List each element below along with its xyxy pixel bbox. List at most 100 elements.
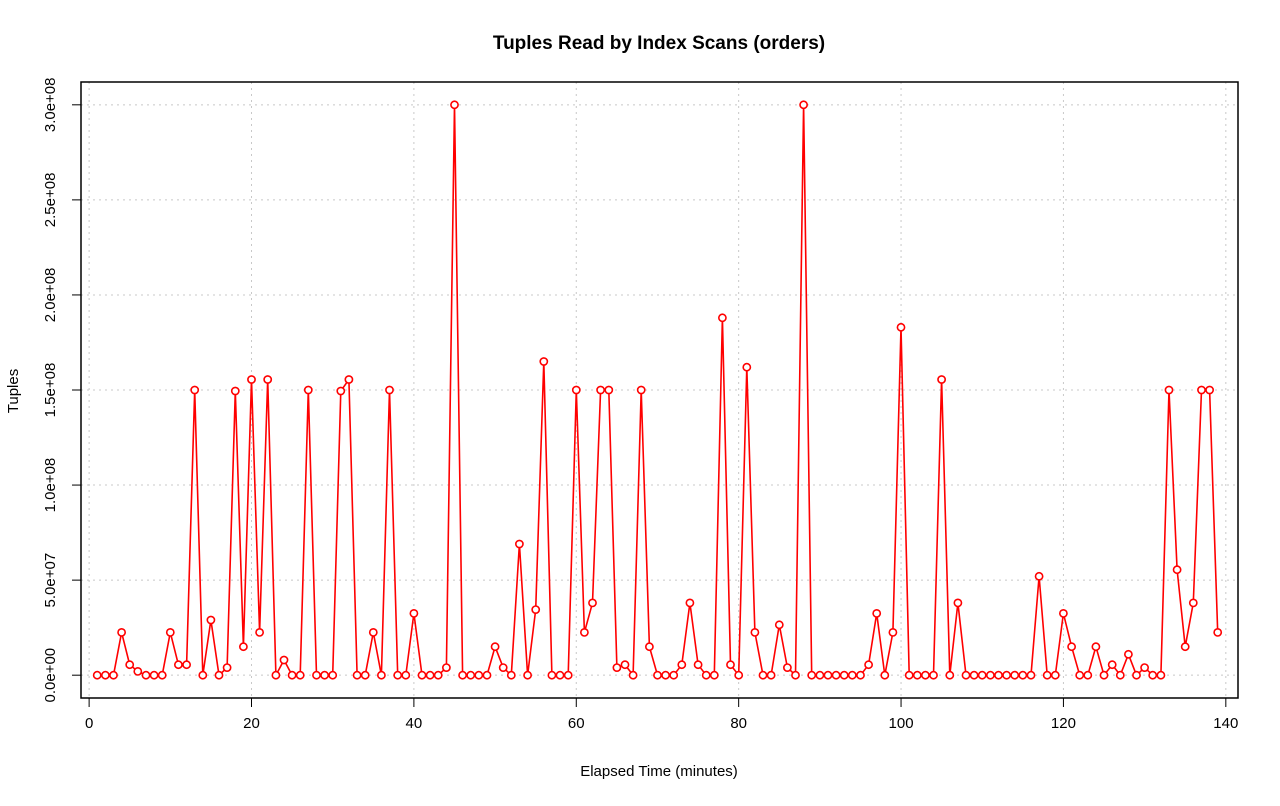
- data-point: [1107, 660, 1117, 670]
- data-point: [986, 670, 995, 680]
- data-point: [547, 670, 557, 680]
- data-point: [1059, 609, 1068, 618]
- data-point: [791, 670, 800, 680]
- data-point: [783, 663, 792, 672]
- data-point: [977, 670, 987, 680]
- data-point: [588, 598, 597, 608]
- data-point: [230, 386, 240, 396]
- data-point: [466, 670, 476, 680]
- data-point: [807, 670, 817, 680]
- data-point: [506, 670, 516, 680]
- data-point: [645, 642, 654, 652]
- data-point: [718, 313, 727, 323]
- data-point: [856, 670, 865, 680]
- data-point: [758, 670, 768, 680]
- data-point: [1083, 670, 1093, 680]
- x-tick-label: 40: [406, 715, 423, 732]
- y-tick-label: 3.0e+08: [42, 77, 59, 132]
- data-point: [709, 670, 719, 680]
- data-point: [133, 667, 143, 676]
- x-tick-label: 100: [889, 715, 914, 732]
- plot-frame: [80, 81, 1239, 699]
- data-points: [92, 100, 1223, 680]
- data-point: [109, 670, 118, 680]
- data-point: [831, 670, 841, 680]
- data-point: [157, 670, 167, 680]
- data-point: [206, 615, 216, 625]
- data-point: [498, 663, 508, 672]
- data-point: [701, 670, 711, 680]
- data-point: [636, 385, 646, 395]
- data-point: [287, 670, 297, 680]
- data-point: [1148, 670, 1158, 680]
- data-point: [320, 670, 329, 680]
- data-point: [117, 628, 126, 637]
- data-point: [328, 670, 338, 680]
- data-point: [490, 642, 500, 652]
- grid: [81, 82, 1238, 698]
- data-point: [815, 670, 825, 680]
- data-point: [336, 386, 346, 396]
- data-point: [912, 670, 922, 680]
- data-point: [247, 375, 256, 384]
- data-point: [190, 385, 200, 395]
- data-point: [458, 670, 467, 680]
- y-tick-label: 1.0e+08: [42, 458, 59, 513]
- data-point: [1115, 670, 1125, 680]
- data-point: [1188, 598, 1198, 608]
- data-point: [847, 670, 857, 680]
- x-tick-label: 140: [1213, 715, 1238, 732]
- data-point: [1213, 628, 1223, 637]
- data-point: [612, 663, 622, 672]
- data-point: [515, 539, 524, 549]
- data-point: [1034, 571, 1044, 581]
- data-point: [450, 100, 459, 110]
- data-point: [604, 385, 614, 395]
- data-point: [661, 670, 670, 680]
- chart-title: Tuples Read by Index Scans (orders): [493, 33, 825, 54]
- data-point: [441, 663, 451, 672]
- data-point: [766, 670, 776, 680]
- data-point: [872, 609, 882, 618]
- data-point: [1026, 670, 1036, 680]
- data-point: [580, 628, 589, 637]
- data-point: [360, 670, 370, 680]
- data-point: [393, 670, 403, 680]
- data-point: [839, 670, 849, 680]
- data-point: [742, 362, 752, 372]
- data-point: [1002, 670, 1011, 680]
- data-point: [165, 628, 175, 637]
- data-point: [953, 598, 963, 608]
- data-point: [368, 628, 378, 637]
- y-tick-label: 2.5e+08: [42, 173, 59, 228]
- x-tick-label: 60: [568, 715, 585, 732]
- data-point: [433, 670, 443, 680]
- x-tick-label: 120: [1051, 715, 1076, 732]
- data-point: [271, 670, 281, 680]
- data-point: [896, 322, 906, 332]
- data-point: [531, 605, 541, 614]
- data-point: [92, 670, 102, 680]
- data-point: [929, 670, 938, 680]
- y-axis-label: Tuples: [5, 369, 22, 413]
- data-point: [295, 670, 305, 680]
- data-point: [141, 670, 151, 680]
- data-point: [685, 598, 695, 608]
- data-point: [214, 670, 224, 680]
- data-point: [864, 660, 873, 670]
- data-point: [628, 670, 638, 680]
- data-point: [1197, 385, 1206, 395]
- data-point: [880, 670, 890, 680]
- x-tick-label: 80: [730, 715, 747, 732]
- y-tick-label: 2.0e+08: [42, 268, 59, 323]
- data-point: [1091, 642, 1101, 652]
- data-point: [1099, 670, 1109, 680]
- data-point: [571, 385, 581, 395]
- data-point: [1124, 649, 1133, 659]
- data-point: [620, 660, 630, 670]
- data-point: [182, 660, 191, 670]
- data-point: [417, 670, 427, 680]
- data-point: [1050, 670, 1060, 680]
